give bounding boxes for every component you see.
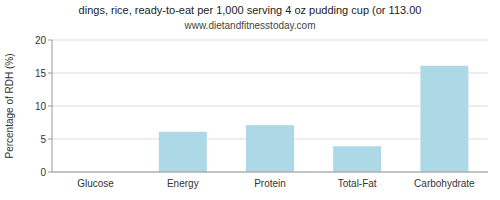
grid-line bbox=[52, 40, 488, 41]
bar bbox=[246, 125, 294, 172]
y-axis-label: Percentage of RDH (%) bbox=[4, 53, 15, 158]
tick-mark bbox=[48, 139, 52, 140]
tick-label: 10 bbox=[35, 101, 47, 112]
bars bbox=[159, 66, 469, 172]
chart-svg: dings, rice, ready-to-eat per 1,000 serv… bbox=[0, 0, 500, 200]
x-axis-line bbox=[52, 172, 488, 173]
category-label: Total-Fat bbox=[338, 178, 377, 189]
tick-label: 15 bbox=[35, 68, 47, 79]
tick-mark bbox=[48, 172, 52, 173]
title: dings, rice, ready-to-eat per 1,000 serv… bbox=[79, 4, 422, 16]
category-label: Energy bbox=[167, 178, 199, 189]
category-label: Protein bbox=[254, 178, 286, 189]
tick-label: 5 bbox=[40, 134, 46, 145]
grid-line bbox=[52, 172, 488, 173]
y-axis-line bbox=[52, 40, 53, 172]
bar bbox=[159, 132, 207, 172]
tick-mark bbox=[48, 40, 52, 41]
category-label: Carbohydrate bbox=[414, 178, 475, 189]
category-label: Glucose bbox=[77, 178, 114, 189]
bar bbox=[420, 66, 468, 172]
y-axis: 0 5 10 15 20 bbox=[35, 35, 488, 178]
tick-mark bbox=[48, 106, 52, 107]
chart-container: dings, rice, ready-to-eat per 1,000 serv… bbox=[0, 0, 500, 200]
subtitle: www.dietandfitnesstoday.com bbox=[184, 20, 316, 31]
tick-label: 0 bbox=[40, 167, 46, 178]
x-axis: Glucose Energy Protein Total-Fat Carbohydrat… bbox=[77, 178, 475, 189]
bar bbox=[333, 146, 381, 172]
tick-label: 20 bbox=[35, 35, 47, 46]
tick-mark bbox=[48, 73, 52, 74]
